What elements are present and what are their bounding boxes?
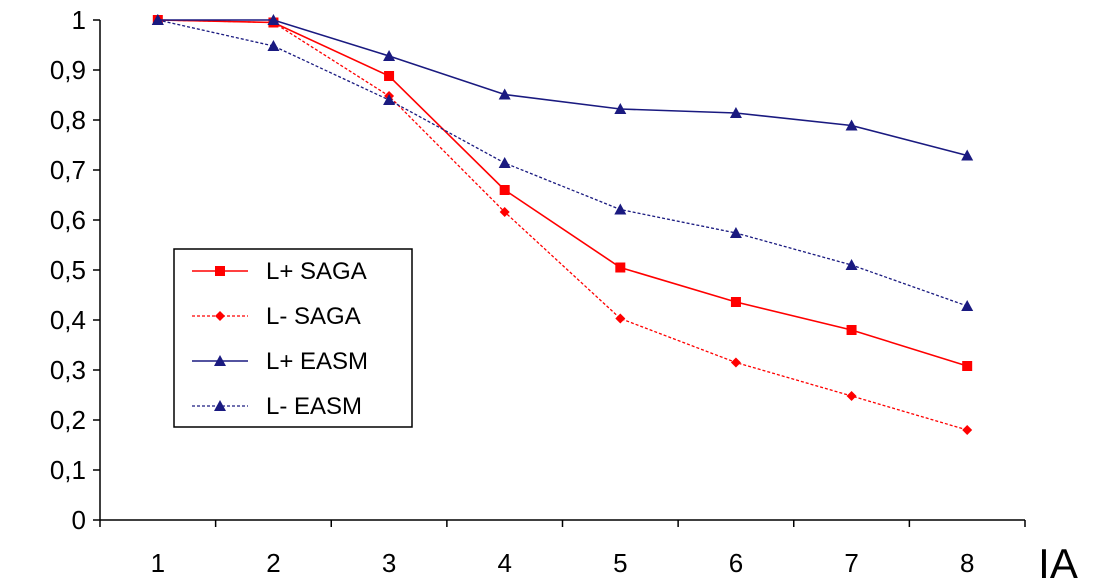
legend-entry: L- SAGA: [192, 303, 361, 330]
legend-entry: L- EASM: [192, 393, 362, 420]
legend-box: [173, 248, 413, 428]
legend-marker: [214, 355, 226, 366]
data-point: [615, 262, 626, 273]
series-3: [151, 14, 974, 161]
data-point: [498, 88, 511, 100]
y-tick-label: 0,5: [50, 255, 86, 285]
x-tick-label: 5: [613, 548, 627, 578]
data-point: [499, 207, 510, 217]
data-point: [729, 227, 742, 238]
data-point: [615, 313, 626, 324]
series-line: [157, 19, 968, 367]
legend: L+ SAGA L- SAGA L+ EASM L- EASM: [173, 248, 413, 428]
data-point: [845, 259, 858, 270]
legend-entry: L+ SAGA: [192, 258, 367, 285]
x-tick-label: 8: [960, 548, 974, 578]
y-tick-label: 0,2: [50, 405, 86, 435]
data-point: [614, 103, 627, 114]
data-point: [614, 203, 627, 215]
data-point: [730, 297, 741, 307]
x-tick-label: 1: [151, 548, 165, 578]
data-point: [961, 300, 974, 311]
data-point: [730, 357, 741, 368]
data-point: [729, 107, 742, 118]
legend-marker: [215, 266, 225, 276]
y-tick-label: 0,8: [50, 105, 86, 135]
y-tick-label: 0,7: [50, 155, 86, 185]
series-line: [157, 19, 968, 157]
data-point: [151, 14, 164, 25]
legend-entry: L+ EASM: [192, 348, 368, 375]
data-point: [267, 14, 280, 25]
data-point: [383, 50, 396, 61]
data-point: [846, 391, 857, 401]
series-line: [157, 19, 968, 307]
legend-label: L- EASM: [266, 393, 362, 420]
series-4: [151, 14, 974, 311]
axes: 0 0,1 0,2 0,3 0,4 0,5 0,6 0,7 0,8 0,9 1 1 2 3 4 5 6 7 8: [50, 5, 1026, 578]
data-point: [498, 157, 511, 168]
data-point: [962, 425, 973, 435]
legend-label: L+ EASM: [266, 348, 368, 375]
data-point: [846, 325, 857, 335]
data-point: [499, 185, 510, 195]
x-tick-label: 3: [382, 548, 396, 578]
data-point: [267, 40, 280, 51]
y-tick-label: 0,6: [50, 205, 86, 235]
legend-label: L+ SAGA: [266, 258, 367, 285]
y-tick-label: 0,3: [50, 355, 86, 385]
data-point: [961, 149, 974, 161]
data-point: [384, 71, 395, 81]
legend-marker: [214, 400, 226, 411]
legend-label: L- SAGA: [266, 303, 361, 330]
series-layer: [151, 14, 974, 435]
x-tick-label: 4: [497, 548, 511, 578]
y-tick-label: 0: [72, 505, 86, 535]
x-tick-label: 2: [266, 548, 280, 578]
x-axis-label: IA: [1038, 540, 1078, 584]
data-point: [845, 119, 858, 131]
data-point: [962, 361, 973, 371]
x-tick-label: 7: [844, 548, 858, 578]
y-tick-label: 0,9: [50, 55, 86, 85]
x-tick-label: 6: [729, 548, 743, 578]
data-point: [383, 94, 396, 105]
series-line: [157, 19, 968, 431]
y-tick-label: 1: [72, 5, 86, 35]
y-tick-label: 0,4: [50, 305, 86, 335]
legend-marker: [215, 311, 225, 321]
y-tick-label: 0,1: [50, 455, 86, 485]
